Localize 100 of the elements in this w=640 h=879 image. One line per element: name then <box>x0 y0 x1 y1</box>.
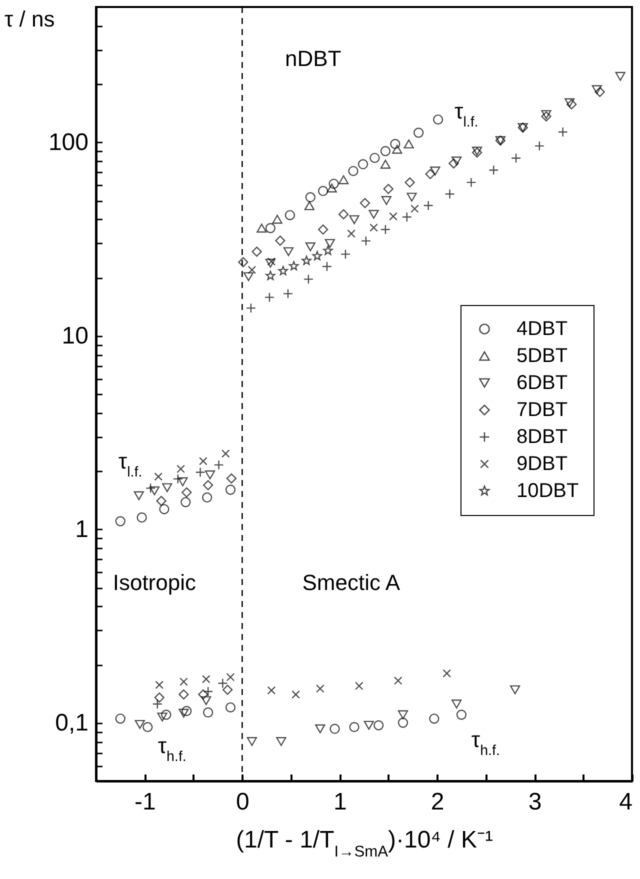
point <box>402 212 412 222</box>
point <box>180 678 188 686</box>
point <box>288 261 299 270</box>
point <box>404 139 414 148</box>
point <box>198 689 208 700</box>
point <box>267 257 276 266</box>
point <box>510 153 522 164</box>
point <box>381 196 392 205</box>
point <box>349 215 360 224</box>
point <box>115 516 126 526</box>
point <box>305 192 316 202</box>
point <box>246 303 256 314</box>
point <box>283 247 294 256</box>
point <box>226 673 235 682</box>
legend-label: 6DBT <box>516 372 568 394</box>
point <box>354 682 364 690</box>
point <box>322 261 332 272</box>
point <box>204 470 216 480</box>
point <box>423 200 434 211</box>
point <box>390 138 400 150</box>
annotation: τ$_{l.f.}$ <box>118 448 142 480</box>
point <box>360 236 372 246</box>
legend-label: 10DBT <box>516 480 579 502</box>
point <box>154 472 163 481</box>
point <box>226 473 237 484</box>
point <box>238 257 248 268</box>
point <box>134 720 145 729</box>
x-tick-label: 0 <box>236 788 250 816</box>
point <box>182 487 192 498</box>
point <box>394 676 402 685</box>
point <box>364 720 374 730</box>
point <box>404 177 415 188</box>
y-tick-label: 100 <box>48 128 88 156</box>
x-tick-label: 1 <box>333 788 347 816</box>
point <box>360 198 370 208</box>
point <box>389 212 398 221</box>
point <box>432 114 444 125</box>
point <box>398 710 408 720</box>
point <box>176 464 185 474</box>
point <box>157 712 168 722</box>
point <box>264 292 275 302</box>
point <box>278 266 288 276</box>
point <box>398 718 408 728</box>
point <box>380 160 391 169</box>
point <box>178 689 189 700</box>
point <box>414 128 424 138</box>
x-tick-label: 2 <box>430 788 444 816</box>
point <box>162 483 172 492</box>
point <box>592 85 602 94</box>
point <box>330 724 340 734</box>
point <box>456 710 467 720</box>
point <box>324 238 335 248</box>
point <box>340 249 351 260</box>
point <box>275 236 286 246</box>
annotation: τ$_{h.f.}$ <box>471 726 500 759</box>
point <box>406 192 417 202</box>
point <box>182 706 192 716</box>
point <box>326 184 337 192</box>
point <box>380 224 391 235</box>
point <box>222 684 233 695</box>
point <box>392 144 402 154</box>
annotation: Smectic A <box>302 570 400 595</box>
point <box>318 186 328 196</box>
point <box>218 678 228 688</box>
point <box>256 224 267 233</box>
point <box>225 702 236 712</box>
annotation: nDBT <box>284 46 342 71</box>
point <box>488 165 499 176</box>
legend-label: 4DBT <box>516 318 568 340</box>
point <box>315 724 326 734</box>
point <box>267 686 276 695</box>
point <box>370 152 380 163</box>
point <box>383 184 394 194</box>
point <box>178 477 188 486</box>
point <box>246 737 257 746</box>
point <box>272 214 282 224</box>
point <box>265 223 276 234</box>
legend-label: 8DBT <box>516 426 568 448</box>
point <box>203 686 214 697</box>
point <box>316 684 324 693</box>
point <box>348 166 358 176</box>
point <box>444 188 455 200</box>
point <box>195 467 206 478</box>
point <box>564 98 575 108</box>
point <box>265 258 276 268</box>
point <box>370 223 378 232</box>
point <box>328 178 339 189</box>
point <box>276 737 286 746</box>
point <box>452 156 462 166</box>
point <box>368 210 379 219</box>
y-tick-label: 1 <box>75 516 88 543</box>
point <box>284 210 296 220</box>
point <box>303 274 314 284</box>
point <box>304 201 314 210</box>
point <box>142 722 153 732</box>
point <box>510 685 520 694</box>
legend-label: 5DBT <box>516 344 568 367</box>
point <box>134 491 144 500</box>
point <box>410 204 419 213</box>
point <box>202 674 210 684</box>
